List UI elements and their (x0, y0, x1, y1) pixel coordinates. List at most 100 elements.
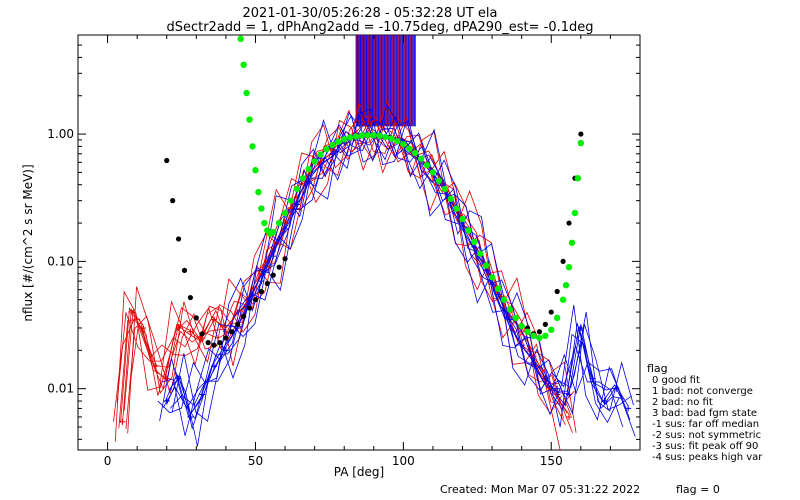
fit-point (252, 167, 259, 174)
legend-item: -1 sus: far off median (652, 419, 759, 430)
x-tick-label: 0 (104, 454, 112, 468)
data-point (199, 391, 206, 398)
data-point (258, 278, 265, 285)
fit-point (252, 297, 259, 303)
legend-item: 2 bad: no fit (652, 397, 713, 408)
fit-point (241, 313, 247, 319)
fit-point (258, 205, 265, 212)
fit-point (370, 131, 377, 139)
fit-point (542, 321, 548, 327)
data-point (613, 385, 620, 392)
chart-title-line2: dSectr2add = 1, dPhAng2add = -10.75deg, … (166, 20, 593, 35)
fit-point (187, 294, 193, 301)
data-point (542, 375, 549, 382)
fit-point (223, 335, 229, 341)
fit-point (423, 161, 431, 169)
data-point (601, 398, 608, 405)
fit-point (394, 137, 401, 145)
fit-point (553, 314, 561, 322)
fit-point (255, 188, 262, 196)
fit-point (571, 209, 579, 217)
legend-item: 3 bad: bad fgm state (652, 408, 757, 419)
fit-point (276, 264, 282, 270)
vertical-line-bundle (355, 35, 416, 127)
fit-point (164, 157, 170, 164)
x-tick-label: 100 (392, 454, 415, 468)
fit-point (237, 35, 244, 43)
data-point (566, 391, 573, 398)
fit-point (512, 314, 519, 322)
data-point (211, 316, 218, 323)
fit-point (506, 306, 514, 313)
fit-point (429, 169, 437, 176)
data-point (530, 359, 537, 366)
fit-point (281, 209, 289, 217)
fit-point (548, 326, 555, 334)
legend-item: 1 bad: not converge (652, 386, 753, 397)
data-point (270, 253, 277, 260)
data-point (175, 324, 182, 331)
fit-point (441, 185, 448, 193)
fit-point (382, 133, 389, 141)
data-point (187, 328, 194, 335)
fit-point (577, 139, 585, 147)
fit-point (264, 280, 270, 287)
fit-point (199, 331, 205, 337)
fit-point (217, 340, 223, 346)
fit-point (471, 238, 478, 246)
fit-point (459, 215, 466, 223)
series-green (237, 35, 585, 342)
data-point (282, 225, 289, 232)
fit-point (170, 198, 176, 204)
data-point (293, 201, 300, 208)
fit-point (293, 185, 301, 193)
fit-point (352, 133, 360, 140)
fit-point (477, 250, 484, 257)
fit-point (560, 258, 566, 264)
footer-flag: flag = 0 (676, 483, 720, 496)
series-black (164, 131, 584, 348)
fit-point (548, 309, 554, 315)
data-point (222, 347, 229, 354)
fit-point (488, 274, 496, 281)
data-point (554, 385, 561, 392)
data-point (222, 328, 229, 335)
legend-item: -2 sus: not symmetric (652, 430, 761, 441)
data-point (175, 375, 182, 382)
chart-title-line1: 2021-01-30/05:26:28 - 05:32:28 UT ela (243, 6, 498, 21)
fit-point (246, 305, 253, 311)
series-line (159, 112, 622, 422)
series-line (166, 132, 629, 416)
data-point (305, 179, 312, 186)
series-line (120, 133, 568, 423)
fit-point (566, 220, 572, 226)
fit-point (364, 131, 372, 139)
fit-point (494, 285, 502, 292)
fit-point (229, 329, 235, 335)
fit-point (536, 329, 543, 335)
fit-point (536, 334, 543, 342)
fit-point (275, 219, 283, 227)
series-line (162, 122, 625, 410)
fit-point (329, 141, 336, 149)
fit-point (400, 141, 407, 148)
fit-point (335, 138, 342, 145)
y-tick-label: 0.10 (47, 254, 74, 268)
data-point (128, 309, 135, 316)
fit-point (243, 89, 250, 97)
fit-point (346, 134, 354, 141)
footer-created: Created: Mon Mar 07 05:31:22 2022 (440, 483, 640, 496)
fit-point (323, 146, 330, 153)
fit-point (554, 288, 560, 295)
data-point (187, 413, 194, 420)
legend-title: flag (647, 362, 668, 375)
fit-point (578, 131, 584, 137)
data-point (589, 375, 596, 382)
fit-point (565, 264, 573, 271)
data-point (577, 324, 584, 331)
x-axis-ticks: 0 50 100 150 (77, 35, 641, 468)
fit-point (261, 219, 268, 227)
fit-point (500, 296, 508, 303)
